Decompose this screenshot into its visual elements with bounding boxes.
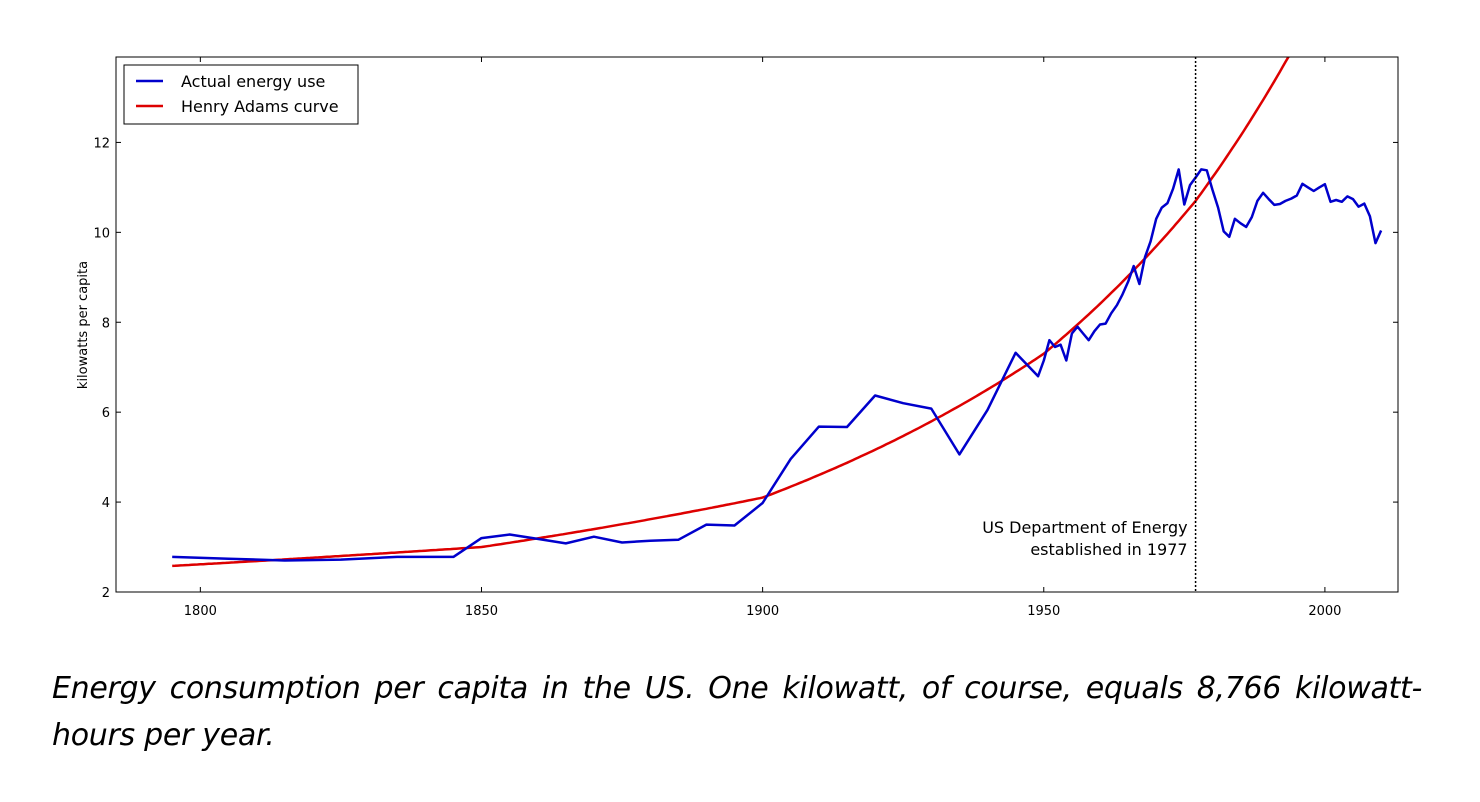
legend-label-actual: Actual energy use [181, 72, 325, 91]
plot-background [116, 57, 1398, 592]
y-tick-label: 4 [102, 496, 110, 511]
doe-annotation-text: US Department of Energy [982, 518, 1187, 537]
actual-energy-use-line [172, 168, 1383, 562]
y-tick-label: 6 [102, 406, 110, 421]
figure-caption: Energy consumption per capita in the US.… [52, 671, 1422, 753]
x-tick-label: 1800 [184, 604, 217, 619]
y-axis-label: kilowatts per capita [76, 261, 91, 389]
x-tick-label: 2000 [1308, 604, 1341, 619]
y-tick-label: 2 [102, 586, 110, 601]
y-tick-label: 12 [93, 136, 110, 151]
plot-frame [115, 56, 1399, 593]
henry-adams-curve [172, 57, 1290, 568]
doe-annotation-text: established in 1977 [1030, 540, 1187, 559]
series-layer [172, 57, 1383, 568]
x-tick-label: 1900 [746, 604, 779, 619]
legend-box [123, 64, 359, 125]
x-tick-label: 1850 [465, 604, 498, 619]
y-axis: 2 4 6 8 10 12 [93, 136, 1398, 601]
legend: Actual energy use Henry Adams curve [123, 64, 359, 125]
y-tick-label: 10 [93, 226, 110, 241]
y-tick-label: 8 [102, 316, 110, 331]
annotation-layer: US Department of Energy established in 19… [982, 57, 1197, 592]
x-tick-label: 1950 [1027, 604, 1060, 619]
legend-label-henry-adams: Henry Adams curve [181, 97, 339, 116]
x-axis: 1800 1850 1900 1950 2000 [184, 57, 1341, 619]
energy-chart: US Department of Energy established in 19… [76, 56, 1399, 619]
